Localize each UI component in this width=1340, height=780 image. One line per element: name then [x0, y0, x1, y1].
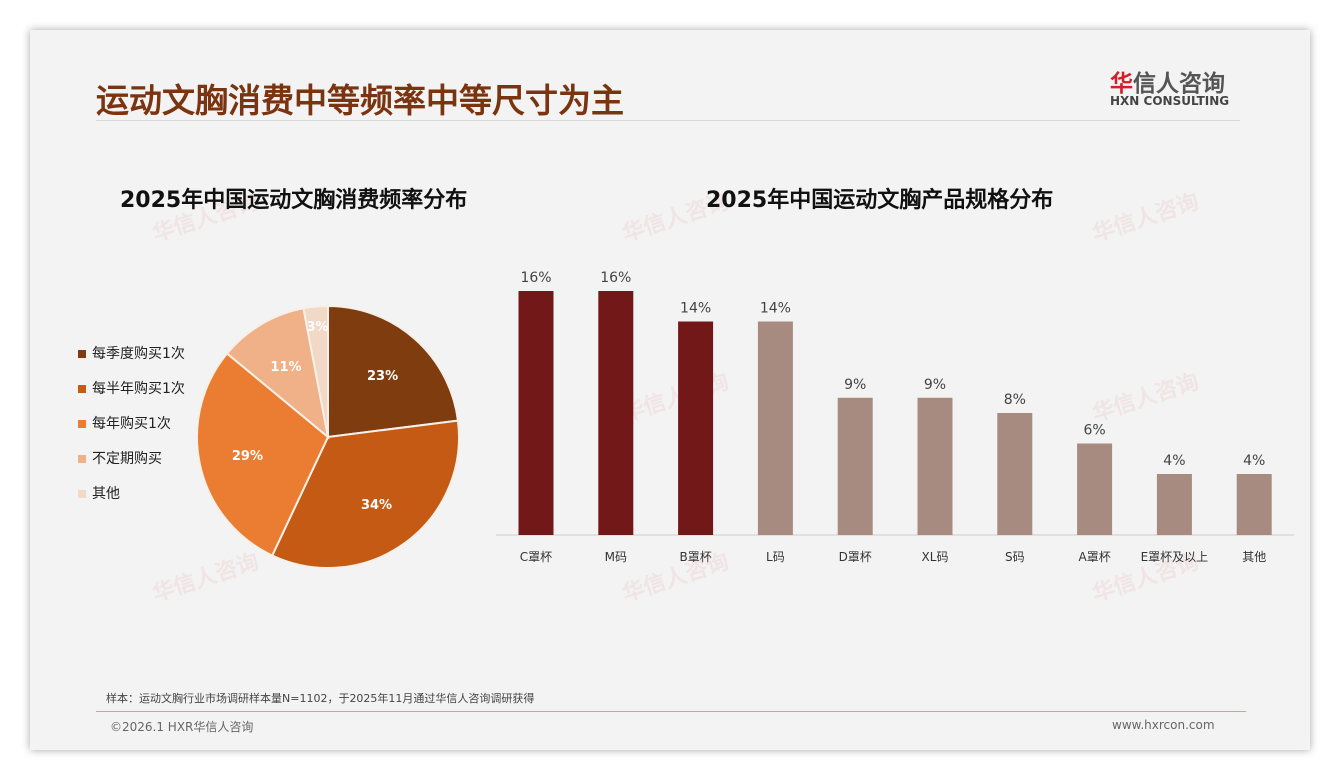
pie-chart: 23% 34% 29% 11% 3%: [196, 304, 460, 569]
bar-data-label: 4%: [1243, 453, 1265, 469]
bar-data-label: 8%: [1004, 392, 1026, 408]
legend-label: 每半年购买1次: [92, 381, 185, 397]
pie-data-label: 23%: [367, 369, 398, 384]
slide: 运动文胸消费中等频率中等尺寸为主 华信人咨询 HXN CONSULTING 华信…: [30, 30, 1310, 750]
bar: [997, 413, 1033, 535]
pie-slice: [225, 307, 330, 440]
bar-data-label: 9%: [924, 377, 946, 393]
bar: [837, 397, 873, 535]
legend-label: 每年购买1次: [92, 416, 171, 432]
pie-data-label: 11%: [270, 360, 301, 375]
logo-mark: 华: [1110, 71, 1133, 97]
legend-item: 不定期购买: [78, 448, 162, 468]
bar: [598, 291, 634, 535]
legend-swatch: [78, 455, 86, 463]
bar: [917, 397, 953, 535]
bar-data-label: 6%: [1083, 423, 1105, 439]
sample-note: 样本：运动文胸行业市场调研样本量N=1102，于2025年11月通过华信人咨询调…: [106, 692, 535, 705]
x-tick-label: L码: [766, 550, 785, 564]
pie-slice: [327, 304, 460, 439]
x-tick-label: A罩杯: [1078, 550, 1110, 564]
legend-item: 每半年购买1次: [78, 378, 185, 398]
pie-slice: [302, 304, 329, 438]
x-tick-label: E罩杯及以上: [1141, 550, 1209, 564]
website-link[interactable]: www.hxrcon.com: [1112, 718, 1215, 732]
bar-data-label: 16%: [600, 270, 631, 286]
logo: 华信人咨询: [1110, 64, 1225, 98]
x-tick-label: S码: [1005, 550, 1025, 564]
bar-chart-title: 2025年中国运动文胸产品规格分布: [706, 188, 1054, 213]
legend-swatch: [78, 420, 86, 428]
legend-swatch: [78, 350, 86, 358]
x-tick-label: C罩杯: [520, 550, 552, 564]
legend-item: 每年购买1次: [78, 413, 171, 433]
legend-label: 每季度购买1次: [92, 346, 185, 362]
bar: [678, 321, 714, 535]
bar-chart: 16% C罩杯 16% M码 14% B罩杯 14% L码 9% D罩杯 9% XL码 8% S码 6% A罩…: [496, 270, 1294, 564]
legend-label: 不定期购买: [92, 451, 162, 467]
bar: [1156, 474, 1192, 535]
bar-data-label: 14%: [680, 301, 711, 317]
pie-slice: [196, 352, 330, 557]
title-divider: [96, 120, 1240, 121]
logo-subtitle: HXN CONSULTING: [1110, 94, 1230, 108]
x-tick-label: M码: [605, 550, 627, 564]
page-title: 运动文胸消费中等频率中等尺寸为主: [96, 81, 624, 120]
x-tick-label: 其他: [1242, 550, 1266, 564]
bar-data-label: 9%: [844, 377, 866, 393]
pie-data-label: 3%: [306, 320, 328, 335]
logo-text: 信人咨询: [1133, 71, 1225, 97]
bar: [1077, 443, 1113, 535]
bar: [518, 291, 554, 535]
pie-data-label: 29%: [232, 449, 263, 464]
x-tick-label: B罩杯: [679, 550, 711, 564]
legend-item: 每季度购买1次: [78, 343, 185, 363]
footer-divider: [96, 711, 1246, 712]
legend-label: 其他: [92, 486, 120, 502]
x-tick-label: XL码: [922, 550, 949, 564]
bar: [757, 321, 793, 535]
bar-data-label: 16%: [520, 270, 551, 286]
bar: [1236, 474, 1272, 535]
copyright: ©2026.1 HXR华信人咨询: [110, 720, 254, 734]
bar-data-label: 4%: [1163, 453, 1185, 469]
pie-chart-title: 2025年中国运动文胸消费频率分布: [120, 188, 468, 213]
legend-swatch: [78, 385, 86, 393]
pie-data-label: 34%: [361, 498, 392, 513]
legend-swatch: [78, 490, 86, 498]
x-tick-label: D罩杯: [839, 550, 872, 564]
legend-item: 其他: [78, 483, 120, 503]
bar-data-label: 14%: [760, 301, 791, 317]
